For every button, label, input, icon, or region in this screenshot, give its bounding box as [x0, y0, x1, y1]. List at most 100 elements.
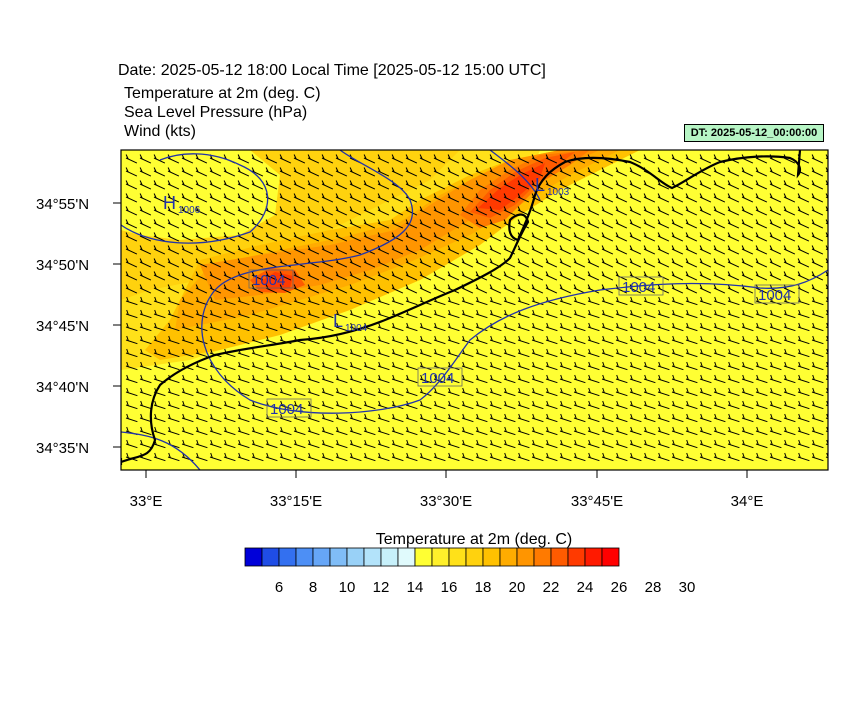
wind-barb [573, 271, 586, 281]
wind-barb [741, 167, 754, 177]
colorbar-swatch [278, 547, 297, 567]
wind-barb [615, 309, 628, 319]
wind-barb [307, 309, 320, 319]
wind-barb [125, 374, 138, 384]
wind-barb [531, 426, 544, 436]
wind-barb [755, 271, 768, 281]
wind-barb [461, 219, 474, 229]
wind-barb [461, 400, 474, 410]
wind-barb [237, 232, 250, 242]
wind-barb [251, 322, 264, 332]
wind-barb [685, 439, 698, 449]
wind-barb [223, 167, 236, 177]
wind-barb [279, 361, 292, 371]
wind-barb [629, 452, 642, 462]
wind-barb [391, 426, 404, 436]
wind-barb [209, 284, 222, 294]
wind-barb [265, 245, 278, 255]
wind-barb [727, 245, 740, 255]
field-temperature-title: Temperature at 2m (deg. C) [124, 85, 321, 102]
wind-barb [475, 400, 488, 410]
wind-barbs [125, 154, 828, 462]
wind-barb [755, 374, 768, 384]
wind-barb [741, 180, 754, 190]
wind-barb [209, 361, 222, 371]
wind-barb [307, 271, 320, 281]
wind-barb [195, 232, 208, 242]
wind-barb [545, 374, 558, 384]
wind-barb [153, 400, 166, 410]
lon-label: 33°30'E [420, 493, 472, 510]
wind-barb [125, 245, 138, 255]
wind-barb [699, 258, 712, 268]
wind-barb [559, 271, 572, 281]
wind-barb [377, 206, 390, 216]
wind-barb [293, 232, 306, 242]
wind-barb [699, 206, 712, 216]
wind-barb [433, 206, 446, 216]
wind-barb [335, 271, 348, 281]
wind-barb [531, 167, 544, 177]
wind-barb [573, 322, 586, 332]
wind-barb [265, 154, 278, 164]
field-wind-title: Wind (kts) [124, 123, 196, 140]
wind-barb [671, 335, 684, 345]
wind-barb [573, 348, 586, 358]
wind-barb [503, 348, 516, 358]
wind-barb [685, 387, 698, 397]
wind-barb [209, 413, 222, 423]
wind-barb [405, 361, 418, 371]
wind-barb [517, 167, 530, 177]
wind-barb [377, 309, 390, 319]
wind-barb [503, 374, 516, 384]
wind-barb [797, 335, 810, 345]
wind-barb [489, 387, 502, 397]
wind-barb [251, 348, 264, 358]
wind-barb [489, 452, 502, 462]
field-pressure-title: Sea Level Pressure (hPa) [124, 104, 308, 121]
wind-barb [419, 322, 432, 332]
wind-barb [517, 154, 530, 164]
wind-barb [573, 387, 586, 397]
wind-barb [125, 361, 138, 371]
wind-barb [517, 322, 530, 332]
wind-barb [363, 309, 376, 319]
wind-barb [713, 219, 726, 229]
wind-barb [335, 335, 348, 345]
colorbar-swatch [431, 547, 450, 567]
wind-barb [293, 413, 306, 423]
wind-barb [307, 180, 320, 190]
wind-barb [713, 348, 726, 358]
wind-barb [797, 219, 810, 229]
wind-barb [587, 361, 600, 371]
wind-barb [349, 206, 362, 216]
wind-barb [251, 374, 264, 384]
wind-barb [223, 361, 236, 371]
wind-barb [713, 335, 726, 345]
wind-barb [195, 413, 208, 423]
wind-barb [293, 193, 306, 203]
wind-barb [475, 322, 488, 332]
wind-barb [335, 452, 348, 462]
wind-barb [251, 180, 264, 190]
wind-barb [335, 439, 348, 449]
wind-barb [237, 258, 250, 268]
wind-barb [405, 258, 418, 268]
wind-barb [699, 374, 712, 384]
colorbar-tick-label: 28 [645, 579, 662, 596]
wind-barb [167, 322, 180, 332]
wind-barb [307, 284, 320, 294]
wind-barb [349, 387, 362, 397]
wind-barb [265, 322, 278, 332]
wind-barb [279, 322, 292, 332]
wind-barb [447, 348, 460, 358]
wind-barb [559, 167, 572, 177]
wind-barb [251, 296, 264, 306]
wind-barb [559, 452, 572, 462]
wind-barb [545, 400, 558, 410]
wind-barb [265, 426, 278, 436]
wind-barb [251, 452, 264, 462]
wind-barb [559, 413, 572, 423]
wind-barb [727, 413, 740, 423]
wind-barb [769, 309, 782, 319]
